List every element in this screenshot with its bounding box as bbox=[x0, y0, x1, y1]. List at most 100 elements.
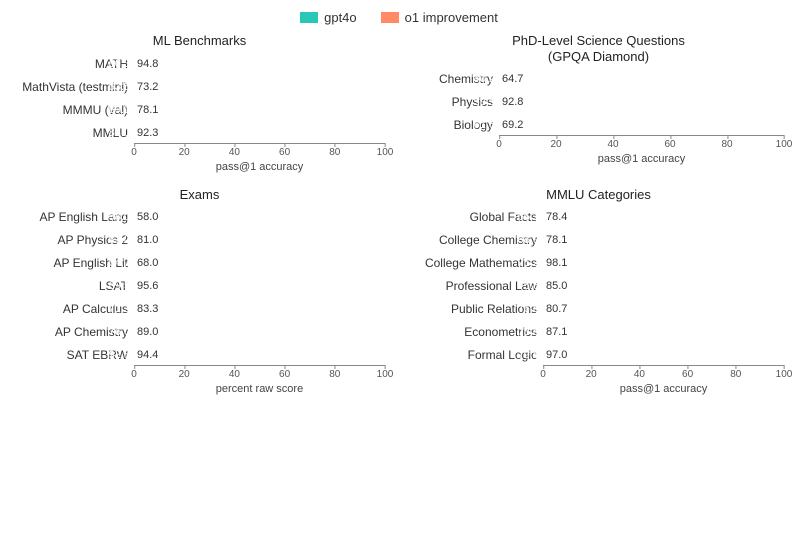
tick: 20 bbox=[586, 369, 597, 380]
value-gpt4o: 59.5 bbox=[474, 96, 495, 108]
tick: 0 bbox=[496, 139, 502, 150]
tick: 0 bbox=[131, 369, 137, 380]
bar-row: Public Relations76.880.7 bbox=[413, 300, 784, 318]
value-gpt4o: 69.5 bbox=[109, 280, 130, 292]
legend: gpt4o o1 improvement bbox=[14, 10, 784, 25]
legend-swatch bbox=[300, 12, 318, 23]
tick: 40 bbox=[229, 369, 240, 380]
tick: 60 bbox=[682, 369, 693, 380]
tick: 40 bbox=[229, 147, 240, 158]
value-o1: 58.0 bbox=[137, 211, 158, 223]
value-gpt4o: 88.0 bbox=[109, 127, 130, 139]
bar-row: MMLU88.092.3 bbox=[14, 124, 385, 142]
x-axis: 020406080100 bbox=[14, 147, 385, 159]
bar-row: LSAT69.595.6 bbox=[14, 277, 385, 295]
value-o1: 98.1 bbox=[546, 257, 567, 269]
x-axis: 020406080100 bbox=[413, 369, 784, 381]
tick: 60 bbox=[279, 147, 290, 158]
tick: 20 bbox=[179, 369, 190, 380]
x-axis: 020406080100 bbox=[413, 139, 784, 151]
value-o1: 97.0 bbox=[546, 349, 567, 361]
value-o1: 95.6 bbox=[137, 280, 158, 292]
tick: 60 bbox=[664, 139, 675, 150]
panel-title: MMLU Categories bbox=[413, 187, 784, 203]
bar-row: MMMU (val)69.178.1 bbox=[14, 101, 385, 119]
bar-row: Professional Law75.685.0 bbox=[413, 277, 784, 295]
chart: MATH60.394.8MathVista (testmini)63.873.2… bbox=[14, 55, 385, 173]
value-gpt4o: 71.3 bbox=[109, 303, 130, 315]
x-axis-label: percent raw score bbox=[134, 383, 385, 395]
tick: 80 bbox=[329, 147, 340, 158]
value-gpt4o: 61.6 bbox=[474, 119, 495, 131]
panel-ml: ML BenchmarksMATH60.394.8MathVista (test… bbox=[14, 33, 385, 173]
value-o1: 69.2 bbox=[502, 119, 523, 131]
value-o1: 73.2 bbox=[137, 81, 158, 93]
tick: 80 bbox=[730, 369, 741, 380]
x-axis-label: pass@1 accuracy bbox=[499, 153, 784, 165]
bar-row: AP Calculus71.383.3 bbox=[14, 300, 385, 318]
tick: 20 bbox=[550, 139, 561, 150]
bar-row: Chemistry40.264.7 bbox=[413, 70, 784, 88]
value-o1: 68.0 bbox=[137, 257, 158, 269]
legend-swatch bbox=[381, 12, 399, 23]
tick: 80 bbox=[721, 139, 732, 150]
value-o1: 78.1 bbox=[137, 104, 158, 116]
legend-label: gpt4o bbox=[324, 10, 357, 25]
value-gpt4o: 65.1 bbox=[518, 211, 539, 223]
value-gpt4o: 68.9 bbox=[518, 234, 539, 246]
value-gpt4o: 78.8 bbox=[518, 326, 539, 338]
bar-row: MathVista (testmini)63.873.2 bbox=[14, 78, 385, 96]
tick: 100 bbox=[377, 369, 394, 380]
value-o1: 94.4 bbox=[137, 349, 158, 361]
panel-title: ML Benchmarks bbox=[14, 33, 385, 49]
value-o1: 78.1 bbox=[546, 234, 567, 246]
panel-exams: ExamsAP English Lang58.058.0AP Physics 2… bbox=[14, 187, 385, 396]
value-gpt4o: 40.2 bbox=[474, 73, 495, 85]
value-o1: 85.0 bbox=[546, 280, 567, 292]
panel-title: PhD-Level Science Questions (GPQA Diamon… bbox=[413, 33, 784, 64]
bar-row: AP English Lang58.058.0 bbox=[14, 208, 385, 226]
tick: 100 bbox=[776, 369, 793, 380]
value-gpt4o: 76.8 bbox=[518, 303, 539, 315]
bar-row: Global Facts65.178.4 bbox=[413, 208, 784, 226]
tick: 40 bbox=[634, 369, 645, 380]
value-gpt4o: 63.8 bbox=[109, 81, 130, 93]
legend-item: o1 improvement bbox=[381, 10, 498, 25]
value-gpt4o: 75.6 bbox=[518, 280, 539, 292]
value-o1: 94.8 bbox=[137, 58, 158, 70]
tick: 20 bbox=[179, 147, 190, 158]
bar-row: College Mathematics75.298.1 bbox=[413, 254, 784, 272]
value-gpt4o: 58.0 bbox=[109, 211, 130, 223]
bar-row: MATH60.394.8 bbox=[14, 55, 385, 73]
value-o1: 89.0 bbox=[137, 326, 158, 338]
chart-grid: ML BenchmarksMATH60.394.8MathVista (test… bbox=[14, 33, 784, 395]
value-gpt4o: 60.3 bbox=[109, 58, 130, 70]
value-o1: 83.3 bbox=[137, 303, 158, 315]
tick: 0 bbox=[131, 147, 137, 158]
panel-gpqa: PhD-Level Science Questions (GPQA Diamon… bbox=[413, 33, 784, 173]
bar-row: Physics59.592.8 bbox=[413, 93, 784, 111]
chart: Global Facts65.178.4College Chemistry68.… bbox=[413, 208, 784, 395]
bar-row: Biology61.669.2 bbox=[413, 116, 784, 134]
panel-title: Exams bbox=[14, 187, 385, 203]
legend-item: gpt4o bbox=[300, 10, 357, 25]
tick: 100 bbox=[776, 139, 793, 150]
chart: Chemistry40.264.7Physics59.592.8Biology6… bbox=[413, 70, 784, 165]
tick: 60 bbox=[279, 369, 290, 380]
bar-row: SAT EBRW92.894.4 bbox=[14, 346, 385, 364]
bar-row: Econometrics78.887.1 bbox=[413, 323, 784, 341]
x-axis-label: pass@1 accuracy bbox=[134, 161, 385, 173]
bar-row: Formal Logic79.897.0 bbox=[413, 346, 784, 364]
chart: AP English Lang58.058.0AP Physics 263.08… bbox=[14, 208, 385, 395]
value-gpt4o: 64.7 bbox=[109, 257, 130, 269]
value-o1: 81.0 bbox=[137, 234, 158, 246]
value-gpt4o: 76.0 bbox=[109, 326, 130, 338]
value-gpt4o: 69.1 bbox=[109, 104, 130, 116]
value-o1: 87.1 bbox=[546, 326, 567, 338]
bar-row: College Chemistry68.978.1 bbox=[413, 231, 784, 249]
x-axis-label: pass@1 accuracy bbox=[543, 383, 784, 395]
value-o1: 80.7 bbox=[546, 303, 567, 315]
value-o1: 92.8 bbox=[502, 96, 523, 108]
value-gpt4o: 63.0 bbox=[109, 234, 130, 246]
tick: 80 bbox=[329, 369, 340, 380]
